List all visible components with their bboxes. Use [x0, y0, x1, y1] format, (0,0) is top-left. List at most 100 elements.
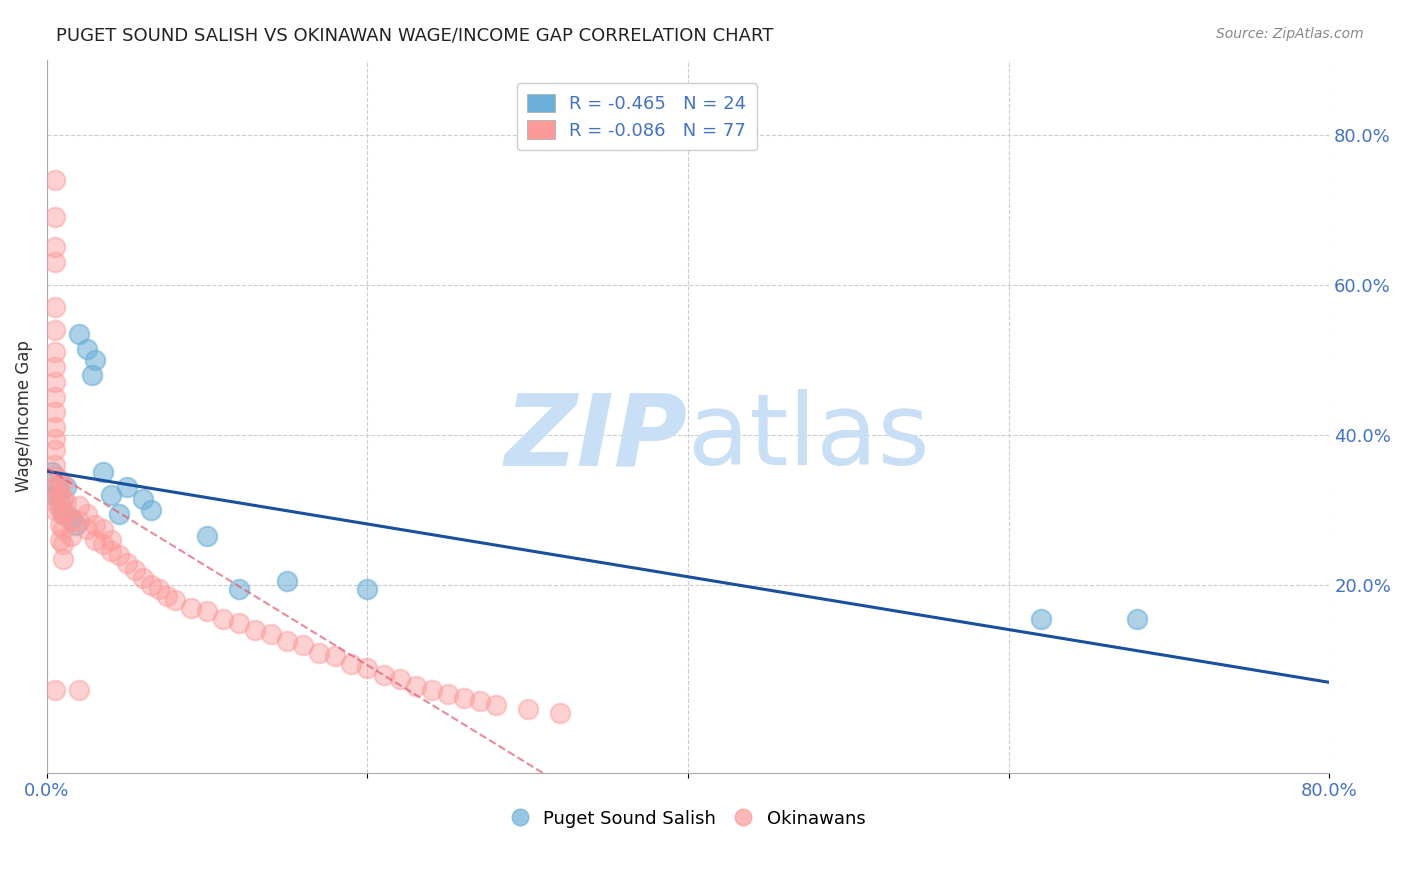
- Point: [44, 172, 66, 186]
- Point: [52, 551, 75, 566]
- Point: [388, 672, 411, 686]
- Point: [44, 458, 66, 472]
- Point: [516, 702, 538, 716]
- Point: [108, 548, 131, 562]
- Point: [59, 514, 82, 528]
- Point: [67, 514, 90, 528]
- Point: [55, 507, 77, 521]
- Point: [91, 466, 114, 480]
- Point: [55, 481, 77, 495]
- Point: [44, 683, 66, 698]
- Point: [212, 612, 235, 626]
- Point: [48, 488, 70, 502]
- Point: [132, 570, 155, 584]
- Point: [1126, 612, 1149, 626]
- Point: [44, 420, 66, 434]
- Point: [292, 638, 315, 652]
- Point: [100, 544, 122, 558]
- Point: [44, 503, 66, 517]
- Point: [48, 503, 70, 517]
- Point: [76, 342, 98, 356]
- Point: [132, 491, 155, 506]
- Point: [41, 466, 63, 480]
- Point: [228, 615, 250, 630]
- Point: [485, 698, 508, 713]
- Point: [325, 649, 347, 664]
- Point: [84, 518, 107, 533]
- Point: [548, 706, 571, 720]
- Point: [48, 495, 70, 509]
- Text: Source: ZipAtlas.com: Source: ZipAtlas.com: [1216, 27, 1364, 41]
- Point: [165, 593, 187, 607]
- Point: [276, 574, 298, 589]
- Point: [44, 323, 66, 337]
- Point: [44, 405, 66, 419]
- Point: [100, 488, 122, 502]
- Point: [59, 529, 82, 543]
- Point: [44, 391, 66, 405]
- Point: [91, 537, 114, 551]
- Point: [84, 533, 107, 547]
- Point: [91, 522, 114, 536]
- Point: [340, 657, 363, 671]
- Point: [115, 556, 138, 570]
- Point: [52, 522, 75, 536]
- Point: [44, 376, 66, 390]
- Legend: Puget Sound Salish, Okinawans: Puget Sound Salish, Okinawans: [503, 802, 873, 835]
- Point: [195, 604, 218, 618]
- Point: [468, 694, 491, 708]
- Point: [48, 518, 70, 533]
- Point: [139, 578, 162, 592]
- Point: [44, 495, 66, 509]
- Point: [67, 500, 90, 514]
- Text: ZIP: ZIP: [505, 389, 688, 486]
- Point: [76, 522, 98, 536]
- Point: [245, 623, 267, 637]
- Text: atlas: atlas: [688, 389, 929, 486]
- Point: [260, 627, 283, 641]
- Point: [52, 491, 75, 506]
- Point: [44, 360, 66, 375]
- Text: PUGET SOUND SALISH VS OKINAWAN WAGE/INCOME GAP CORRELATION CHART: PUGET SOUND SALISH VS OKINAWAN WAGE/INCO…: [56, 27, 773, 45]
- Point: [48, 533, 70, 547]
- Point: [139, 503, 162, 517]
- Point: [228, 582, 250, 596]
- Point: [59, 510, 82, 524]
- Point: [84, 352, 107, 367]
- Point: [436, 687, 458, 701]
- Point: [52, 537, 75, 551]
- Point: [44, 481, 66, 495]
- Point: [44, 240, 66, 254]
- Point: [276, 634, 298, 648]
- Point: [115, 481, 138, 495]
- Point: [52, 507, 75, 521]
- Point: [76, 507, 98, 521]
- Point: [148, 582, 170, 596]
- Point: [44, 211, 66, 225]
- Point: [44, 345, 66, 359]
- Point: [67, 683, 90, 698]
- Point: [44, 488, 66, 502]
- Point: [44, 301, 66, 315]
- Point: [48, 473, 70, 487]
- Point: [46, 481, 69, 495]
- Point: [156, 590, 179, 604]
- Point: [356, 660, 378, 674]
- Point: [52, 476, 75, 491]
- Point: [44, 255, 66, 269]
- Point: [44, 432, 66, 446]
- Point: [420, 683, 443, 698]
- Point: [373, 668, 395, 682]
- Point: [180, 600, 202, 615]
- Point: [124, 563, 146, 577]
- Y-axis label: Wage/Income Gap: Wage/Income Gap: [15, 340, 32, 492]
- Point: [44, 469, 66, 483]
- Point: [44, 442, 66, 457]
- Point: [195, 529, 218, 543]
- Point: [405, 680, 427, 694]
- Point: [1029, 612, 1052, 626]
- Point: [55, 495, 77, 509]
- Point: [67, 326, 90, 341]
- Point: [453, 690, 475, 705]
- Point: [44, 488, 66, 502]
